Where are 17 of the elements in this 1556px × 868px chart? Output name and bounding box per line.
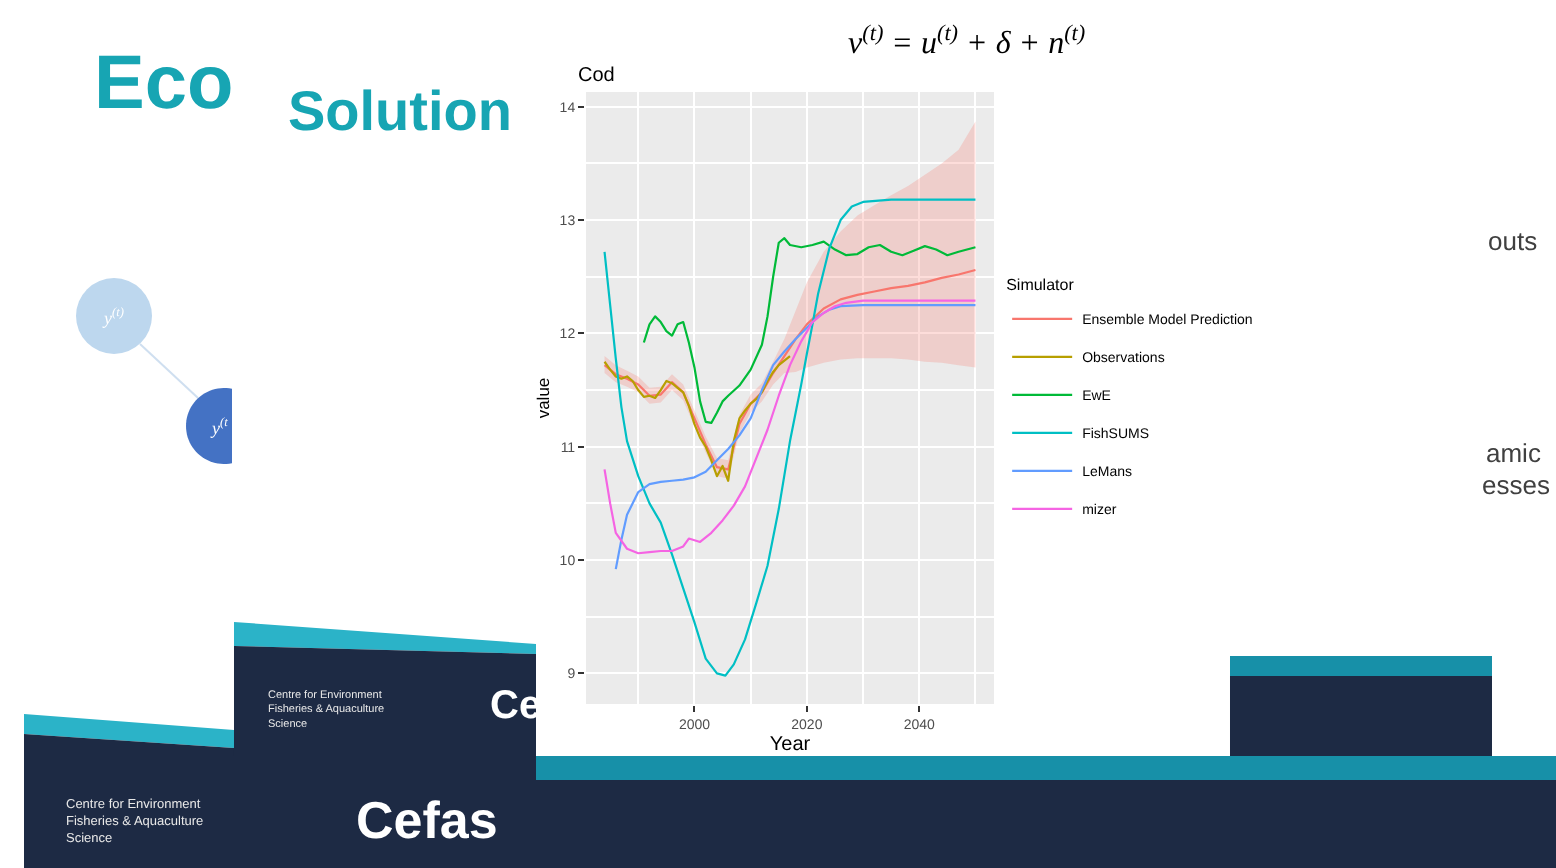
- text: v$^{(t)}$ = u$^{(t)}$ + δ + n$^{(t)}$: [848, 22, 1086, 62]
- line-series: [603, 268, 977, 471]
- x-axis-title: Year: [769, 733, 812, 756]
- legend-title: Simulator: [1006, 275, 1075, 294]
- y-axis-title: value: [532, 377, 553, 419]
- text: outs: [1488, 226, 1539, 256]
- text: Eco: [94, 42, 234, 126]
- text: Solution: [288, 80, 512, 142]
- text: esses: [1482, 470, 1551, 500]
- line-series: [603, 198, 977, 677]
- line-series: [642, 237, 977, 425]
- chart-title: Cod: [578, 65, 615, 87]
- line-series: [603, 354, 792, 482]
- text: Cefas: [356, 790, 498, 850]
- text: y$^{(t}$: [210, 416, 229, 438]
- text: y$^{(t)}$: [102, 306, 124, 328]
- text: amic: [1486, 438, 1542, 468]
